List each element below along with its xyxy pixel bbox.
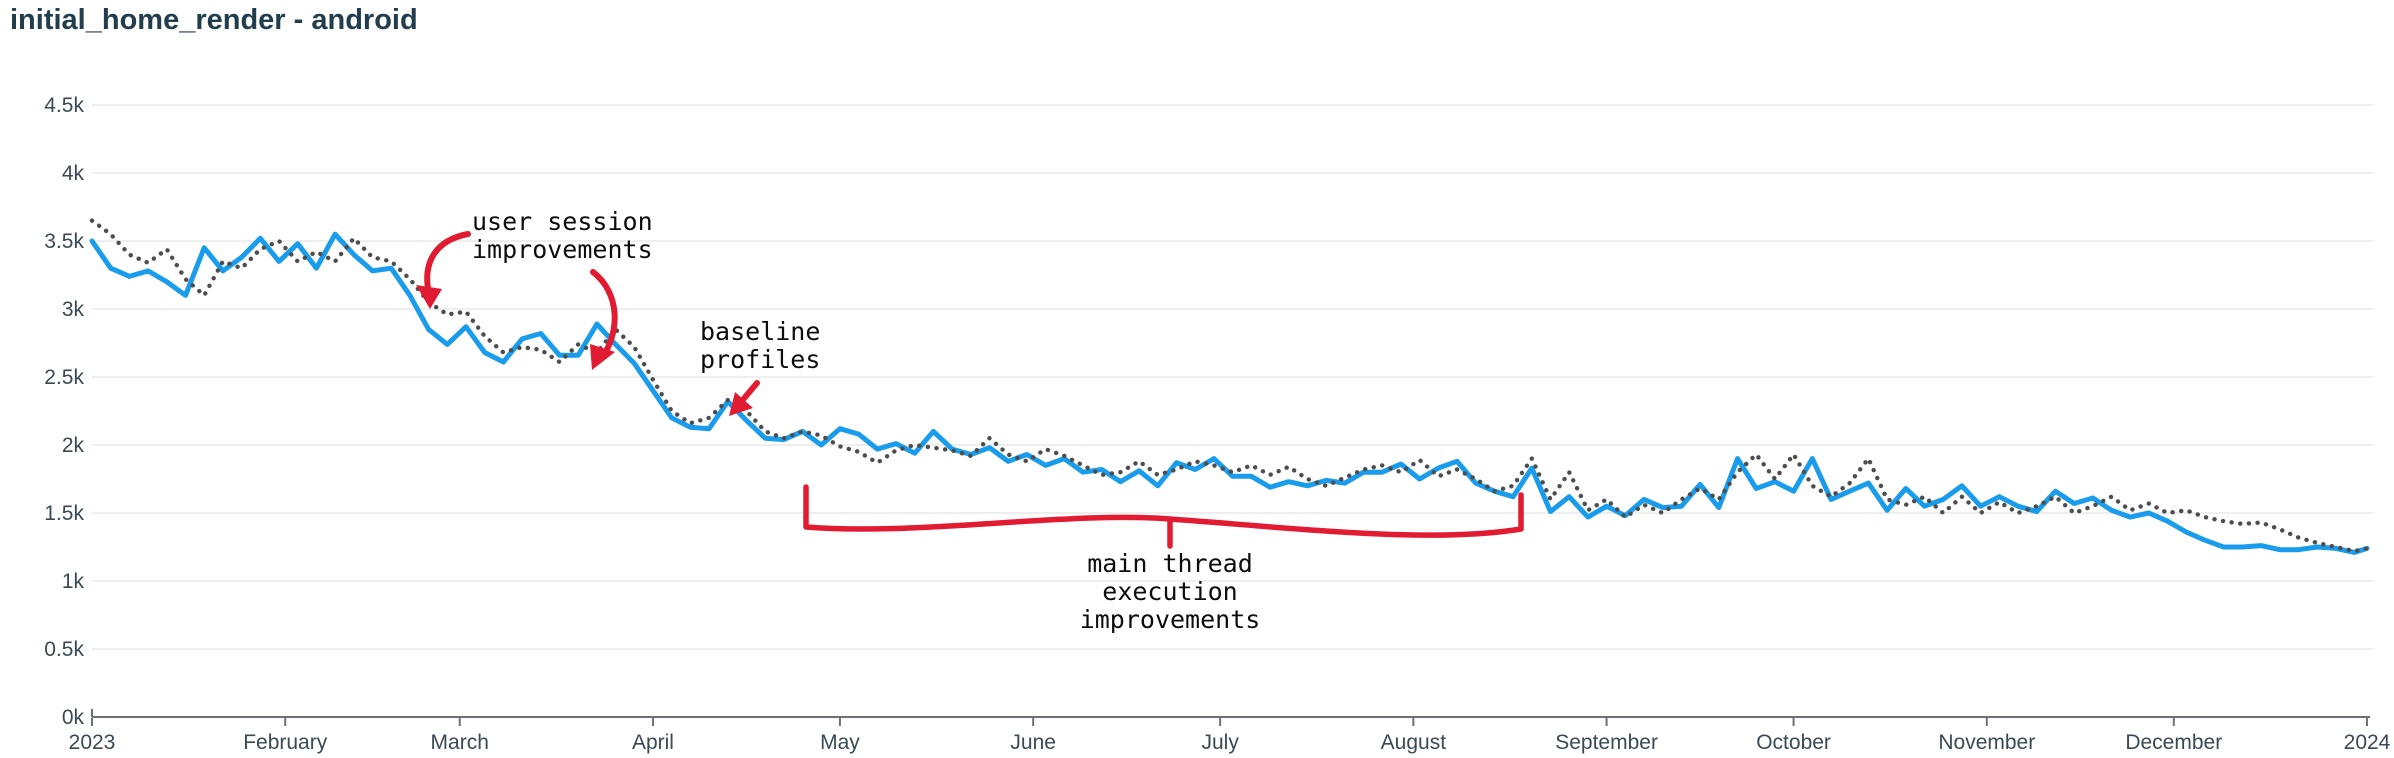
- annotation-main-thread-line2: execution: [1102, 577, 1237, 606]
- x-axis-tick-label: September: [1555, 731, 1658, 754]
- red-arrow-1-head-icon: [416, 285, 442, 309]
- y-axis-tick-label: 0.5k: [44, 638, 84, 661]
- red-arrow-2-head-icon: [590, 344, 615, 370]
- x-axis-tick-label: November: [1938, 731, 2035, 754]
- x-axis-tick-label: April: [632, 731, 674, 754]
- annotation-user-session-line2: improvements: [472, 235, 653, 264]
- annotation-main-thread-line3: improvements: [1080, 605, 1261, 634]
- red-bracket-icon: [803, 484, 1524, 538]
- annotation-main-thread-line1: main thread: [1087, 549, 1253, 578]
- red-arrow-3-head-icon: [729, 392, 753, 416]
- red-arrow-1-icon: [424, 231, 471, 297]
- x-axis-tick-label: February: [243, 731, 328, 754]
- x-axis-tick-label: 2023: [69, 731, 116, 754]
- x-axis-tick-label: July: [1201, 731, 1239, 754]
- x-axis-tick-label: June: [1010, 731, 1056, 754]
- x-axis-tick-label: August: [1381, 731, 1447, 754]
- dotted-gray-line-series: [89, 218, 2370, 554]
- x-axis-tick-label: March: [431, 731, 489, 754]
- red-arrow-2-icon: [590, 269, 618, 359]
- red-arrow-3-icon: [738, 380, 760, 405]
- annotation-baseline-line1: baseline: [700, 317, 820, 346]
- y-axis-tick-label: 1.5k: [44, 502, 84, 525]
- y-axis-tick-label: 3.5k: [44, 230, 84, 253]
- y-axis-labels: 0k 0.5k 1k 1.5k 2k 2.5k 3k 3.5k 4k 4.5k: [44, 94, 84, 729]
- annotation-texts: user session improvements baseline profi…: [472, 207, 1260, 634]
- y-axis-tick-label: 1k: [62, 570, 85, 593]
- y-axis-tick-label: 0k: [62, 706, 85, 729]
- annotation-layer: [416, 231, 1524, 549]
- annotation-user-session-line1: user session: [472, 207, 653, 236]
- x-axis-tick-label: December: [2125, 731, 2222, 754]
- page-title: initial_home_render - android: [10, 4, 418, 36]
- y-axis-tick-label: 4.5k: [44, 94, 84, 117]
- annotation-baseline-line2: profiles: [700, 345, 820, 374]
- x-axis-tick-label: May: [820, 731, 860, 754]
- y-axis-tick-label: 3k: [62, 298, 85, 321]
- solid-blue-line-series: [89, 231, 2370, 555]
- x-axis: 2023 February March April May June July August S…: [69, 709, 2391, 754]
- data-series: [89, 218, 2370, 555]
- y-axis-tick-label: 2.5k: [44, 366, 84, 389]
- x-axis-tick-label: 2024: [2344, 731, 2391, 754]
- y-axis-tick-label: 2k: [62, 434, 85, 457]
- y-axis-tick-label: 4k: [62, 162, 85, 185]
- x-axis-tick-label: October: [1756, 731, 1831, 754]
- gridlines: [92, 104, 2373, 650]
